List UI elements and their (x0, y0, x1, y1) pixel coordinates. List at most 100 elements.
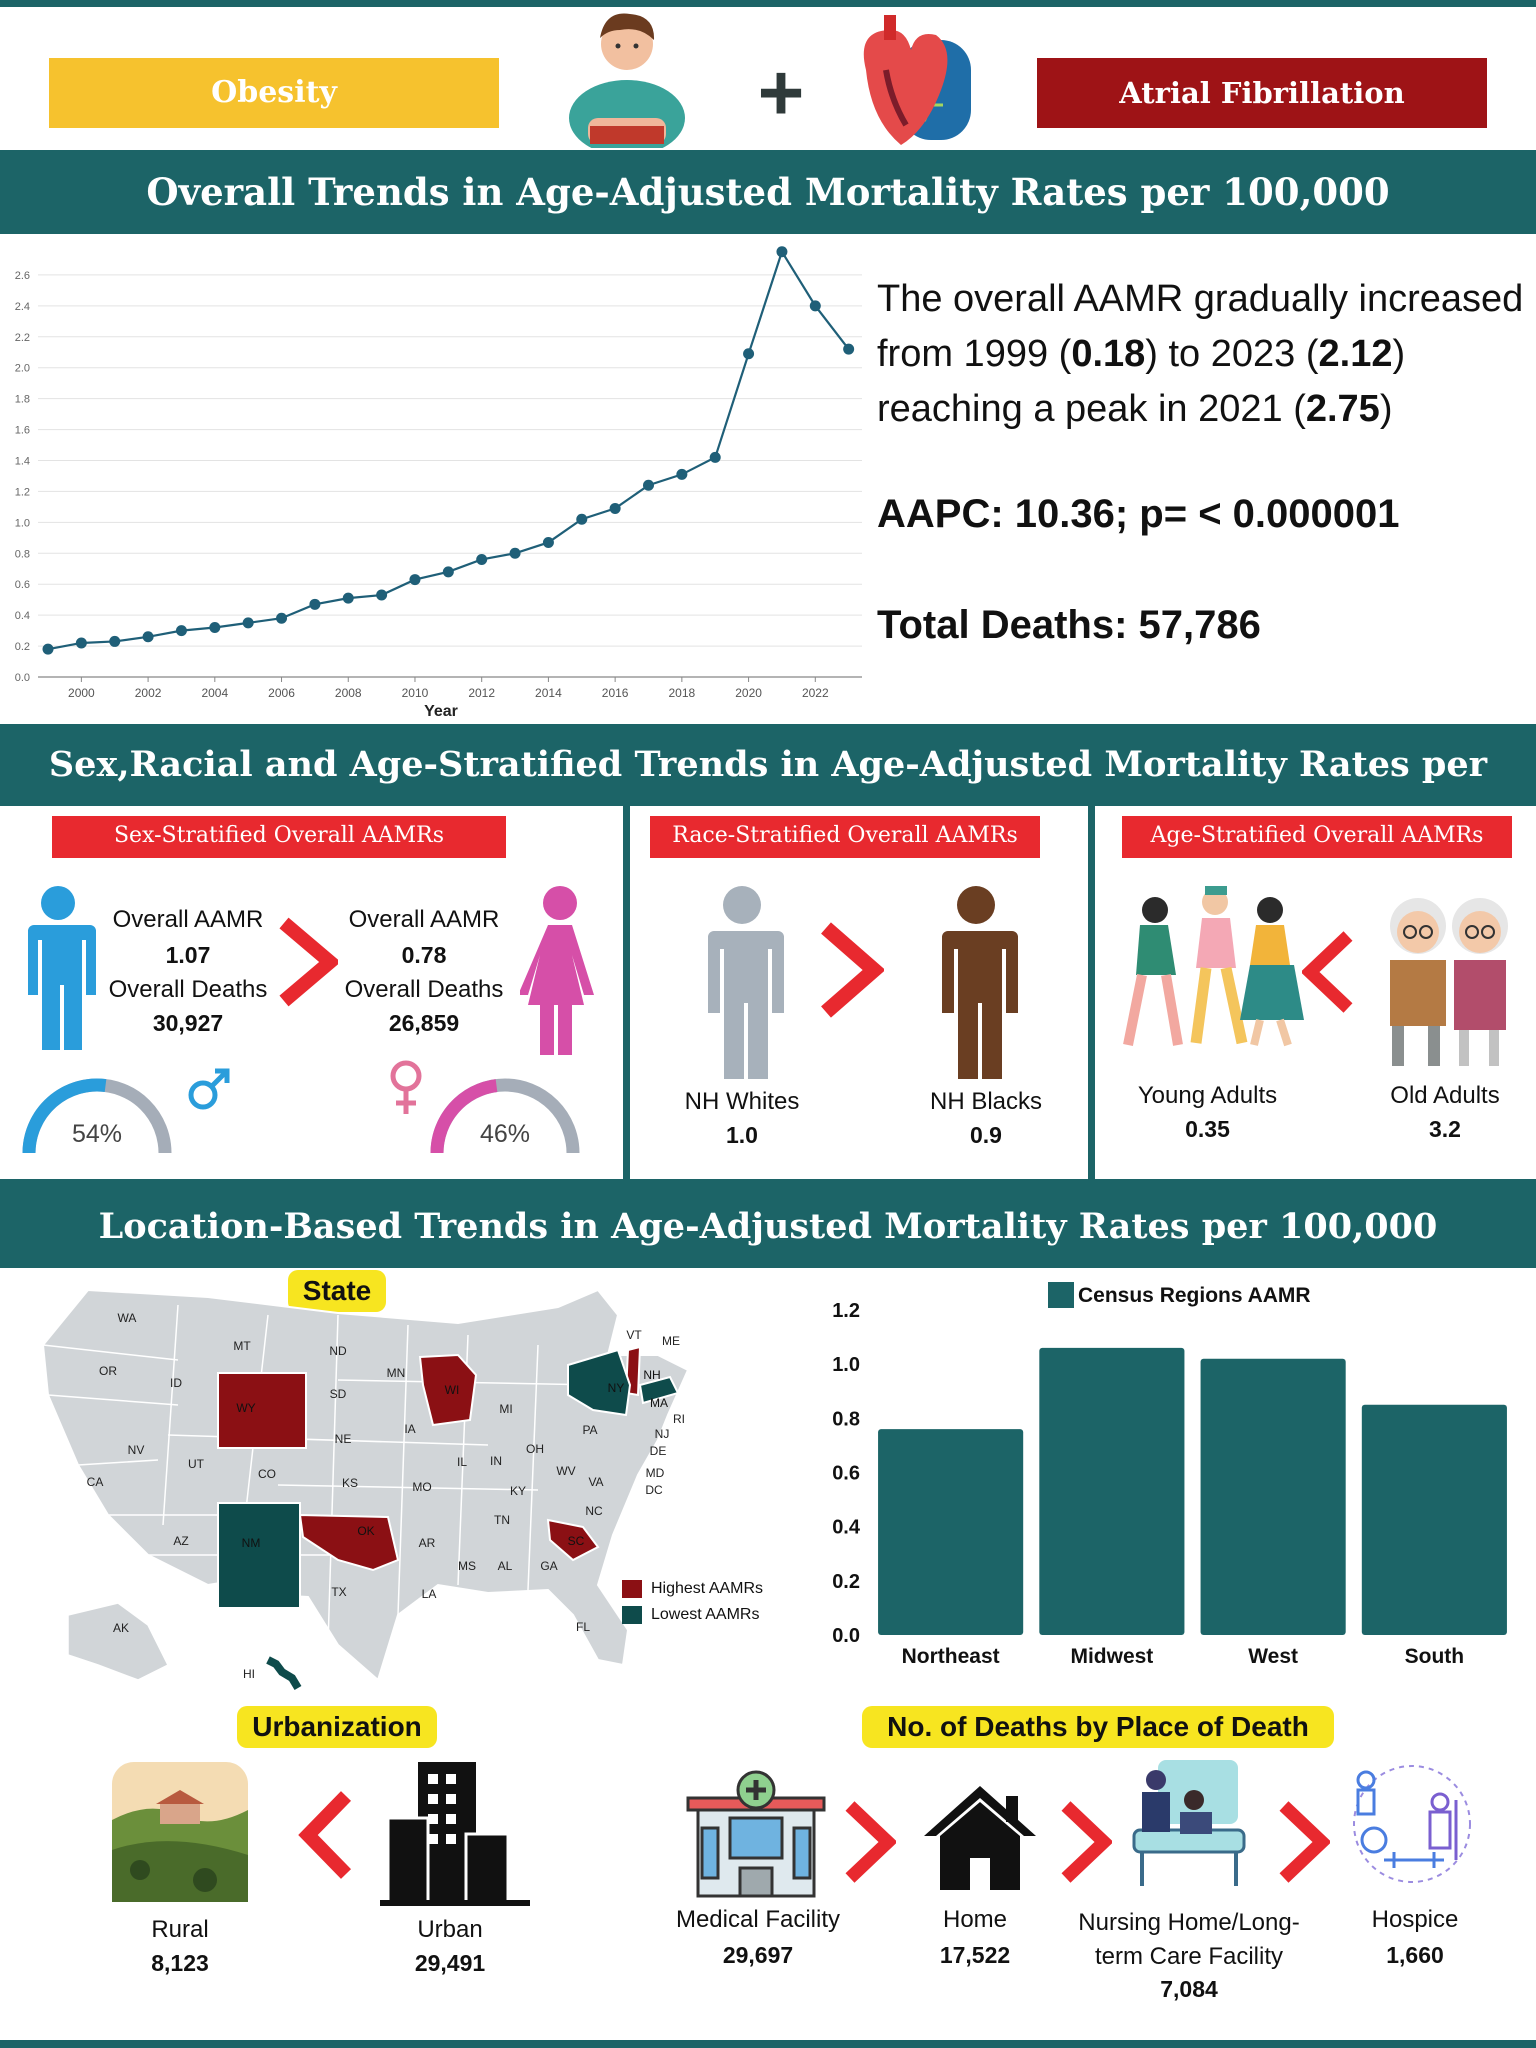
state-label-mn: MN (386, 1366, 406, 1380)
y-tick-label: 0.8 (15, 548, 30, 560)
x-tick-label: 2010 (402, 686, 429, 700)
data-point (442, 566, 454, 578)
place-label: Nursing Home/Long-term Care Facility (1078, 1909, 1300, 1970)
data-point (109, 635, 121, 647)
state-label-fl: FL (575, 1620, 590, 1634)
old-adults-label: Old Adults (1390, 1082, 1500, 1109)
state-label-de: DE (649, 1444, 667, 1458)
nh-blacks-value: 0.9 (970, 1122, 1002, 1148)
gauge-fill (430, 1079, 498, 1154)
state-label-ma: MA (650, 1396, 668, 1410)
state-label-hi: HI (243, 1667, 255, 1681)
x-tick-label: 2004 (201, 686, 228, 700)
male-figure-icon (26, 886, 96, 1050)
female-symbol-icon (390, 1060, 422, 1114)
male-aamr-value: 1.07 (165, 942, 211, 968)
young-adults-value: 0.35 (1185, 1116, 1230, 1142)
state-label-ar: AR (418, 1536, 436, 1550)
data-point (242, 617, 254, 629)
state-label-va: VA (588, 1475, 604, 1489)
aamr-series-line (47, 249, 850, 651)
state-label-me: ME (662, 1334, 680, 1348)
us-state-map (41, 1288, 690, 1691)
x-tick-label: 2022 (802, 686, 829, 700)
state-label-oh: OH (526, 1442, 544, 1456)
summary-part-b: ) to 2023 ( (1145, 333, 1319, 375)
state-label-ia: IA (404, 1422, 416, 1436)
state-ok (298, 1513, 400, 1572)
male-symbol-icon (188, 1068, 230, 1110)
summary-part-d: ) (1379, 388, 1393, 430)
urban-value: 29,491 (414, 1950, 486, 1976)
state-label-il: IL (456, 1455, 467, 1469)
urban-buildings-icon (380, 1762, 530, 1906)
obese-person-icon (569, 13, 685, 148)
bottom-border (0, 2040, 1536, 2048)
state-label-nv: NV (127, 1443, 145, 1457)
section2-panel (0, 806, 1536, 1186)
place-value: 7,084 (1160, 1976, 1218, 2002)
nursing-home-icon (1132, 1760, 1246, 1886)
state-label-ri: RI (673, 1412, 685, 1426)
young-adults-label: Young Adults (1137, 1082, 1278, 1109)
state-label-ky: KY (509, 1484, 526, 1498)
obesity-label: Obesity (49, 58, 499, 128)
total-deaths-text: Total Deaths: 57,786 (877, 603, 1261, 647)
y-tick-label: 0.6 (15, 579, 30, 591)
y-tick-label: 1.0 (832, 1354, 860, 1376)
age-stratified-header: Age-Stratified Overall AAMRs (1122, 816, 1512, 858)
greater-than-arrow-icon (845, 1801, 896, 1883)
atrial-fibrillation-label: Atrial Fibrillation (1037, 58, 1487, 128)
state-label-ok: OK (357, 1524, 375, 1538)
state-label-dc: DC (645, 1483, 663, 1497)
male-percent-gauge (22, 1078, 172, 1154)
section3-title: Location-Based Trends in Age-Adjusted Mo… (0, 1186, 1536, 1268)
top-border (0, 0, 1536, 7)
data-point (42, 643, 54, 655)
y-tick-label: 0.0 (832, 1625, 860, 1647)
greater-than-arrow-icon (821, 922, 884, 1018)
state-label-wy: WY (236, 1401, 256, 1415)
data-point (309, 598, 321, 610)
state-label-ks: KS (341, 1476, 358, 1490)
y-tick-label: 1.0 (15, 517, 30, 529)
state-label-tn: TN (494, 1513, 510, 1527)
data-point (75, 637, 87, 649)
state-label-al: AL (497, 1559, 513, 1573)
y-tick-label: 0.2 (832, 1571, 860, 1593)
state-label-ak: AK (112, 1621, 129, 1635)
state-wy (217, 1372, 307, 1449)
summary-value-2023: 2.12 (1318, 333, 1393, 375)
data-point (709, 451, 721, 463)
rural-landscape-icon (112, 1762, 248, 1902)
legend-swatch (1048, 1282, 1074, 1308)
place-value: 17,522 (939, 1942, 1011, 1968)
state-hi (266, 1656, 302, 1691)
bar-west (1200, 1358, 1346, 1635)
state-ak (67, 1602, 170, 1681)
state-label-in: IN (490, 1454, 502, 1468)
state-label-ms: MS (458, 1559, 476, 1573)
y-tick-label: 2.2 (15, 332, 30, 344)
data-point (409, 574, 421, 586)
data-point (142, 631, 154, 643)
old-adults-value: 3.2 (1429, 1116, 1461, 1142)
urban-label: Urban (417, 1916, 483, 1943)
female-figure-icon (520, 886, 594, 1055)
y-tick-label: 2.6 (15, 270, 30, 282)
old-adults-icon (1390, 898, 1508, 1066)
rural-value: 8,123 (151, 1950, 209, 1976)
state-ny (567, 1348, 632, 1417)
urbanization-tag: Urbanization (237, 1706, 437, 1748)
hospice-icon (1353, 1765, 1471, 1883)
greater-than-arrow-icon (1061, 1801, 1112, 1883)
sex-stratified-header: Sex-Stratified Overall AAMRs (52, 816, 506, 858)
y-tick-label: 0.4 (15, 610, 30, 622)
state-label-md: MD (645, 1466, 665, 1480)
x-tick-label: South (1405, 1645, 1464, 1668)
x-tick-label: 2012 (468, 686, 495, 700)
heart-ecg-icon (863, 15, 971, 145)
y-tick-label: 2.4 (15, 301, 30, 313)
x-tick-label: Northeast (902, 1645, 1000, 1668)
state-label-nd: ND (329, 1344, 347, 1358)
